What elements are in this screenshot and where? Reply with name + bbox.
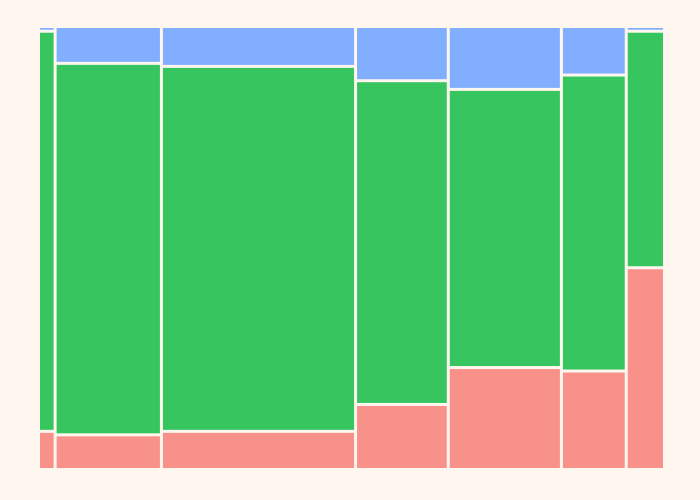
mosaic-tile-col5-seg3 [449, 28, 560, 88]
mosaic-tile-col6-seg3 [562, 28, 625, 74]
mosaic-tile-col2-seg1 [56, 436, 160, 468]
mosaic-tile-col7-seg2 [627, 32, 663, 267]
mosaic-tile-col6-seg2 [562, 76, 625, 370]
mosaic-tile-col1-seg2 [40, 32, 54, 430]
mosaic-tile-col4-seg3 [357, 28, 447, 80]
mosaic-tile-col3-seg2 [162, 67, 355, 430]
mosaic-tile-col2-seg3 [56, 28, 160, 62]
mosaic-tile-col5-seg2 [449, 90, 560, 367]
mosaic-tile-col1-seg1 [40, 432, 54, 468]
mosaic-tile-col1-seg3 [40, 28, 54, 30]
mosaic-tile-col3-seg1 [162, 432, 355, 468]
mosaic-tile-col5-seg1 [449, 369, 560, 468]
mosaic-tile-col4-seg1 [357, 405, 447, 468]
mosaic-tile-col2-seg2 [56, 64, 160, 434]
mosaic-tile-col7-seg1 [627, 269, 663, 468]
mosaic-tile-col6-seg1 [562, 372, 625, 468]
mosaic-tile-col7-seg3 [627, 28, 663, 30]
mosaic-tile-col4-seg2 [357, 82, 447, 403]
mosaic-tiles [40, 28, 663, 468]
mosaic-tile-col3-seg3 [162, 28, 355, 65]
